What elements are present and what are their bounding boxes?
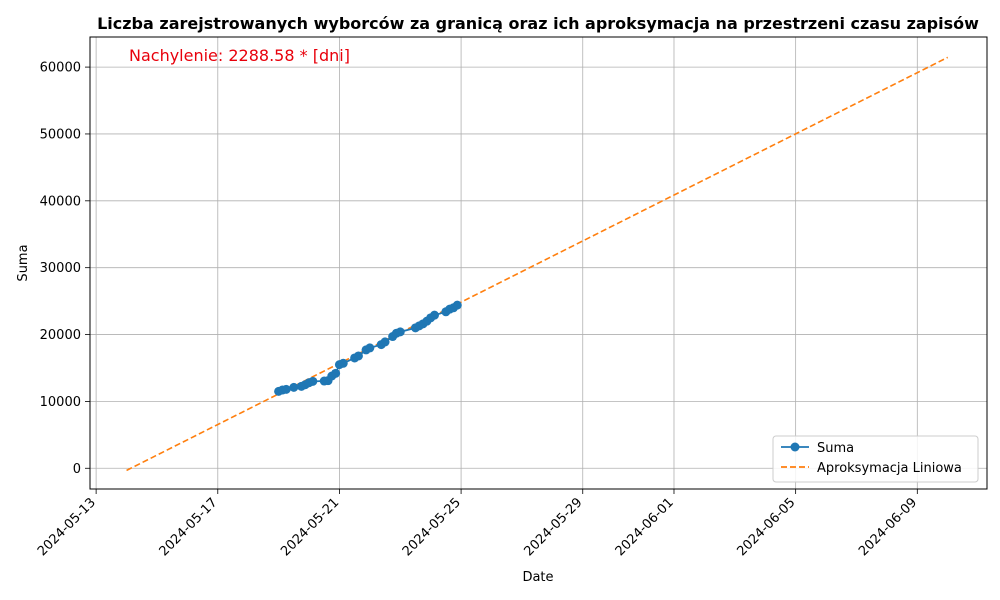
x-axis-label: Date <box>522 570 553 585</box>
data-point-suma <box>452 300 462 310</box>
legend-box <box>772 435 979 483</box>
legend-marker-suma <box>790 442 800 452</box>
grid <box>90 37 987 489</box>
data-point-suma <box>353 351 363 361</box>
slope-annotation: Nachylenie: 2288.58 * [dni] <box>129 46 350 65</box>
y-axis-label: Suma <box>16 244 31 281</box>
data-point-suma <box>308 376 318 386</box>
legend: Suma Aproksymacja Liniowa <box>772 435 979 483</box>
y-tick-label: 30000 <box>40 261 81 276</box>
series-layer <box>126 56 949 472</box>
data-point-suma <box>281 384 291 394</box>
y-tick-label: 50000 <box>40 127 81 142</box>
data-point-suma <box>429 310 439 320</box>
data-point-suma <box>338 358 348 368</box>
chart-title: Liczba zarejstrowanych wyborców za grani… <box>97 14 979 33</box>
y-tick-label: 20000 <box>40 328 81 343</box>
y-tick-label: 60000 <box>40 61 81 76</box>
data-point-suma <box>331 368 341 378</box>
plot-frame <box>89 36 988 490</box>
series-line-aproksymacja <box>126 56 949 472</box>
data-point-suma <box>380 337 390 347</box>
y-tick-label: 10000 <box>40 395 81 410</box>
data-point-suma <box>365 343 375 353</box>
y-tick-label: 0 <box>73 462 81 477</box>
data-point-suma <box>395 327 405 337</box>
legend-label-suma: Suma <box>817 441 854 456</box>
data-point-suma <box>289 382 299 392</box>
legend-label-aproksymacja: Aproksymacja Liniowa <box>817 461 962 476</box>
y-tick-label: 40000 <box>40 194 81 209</box>
